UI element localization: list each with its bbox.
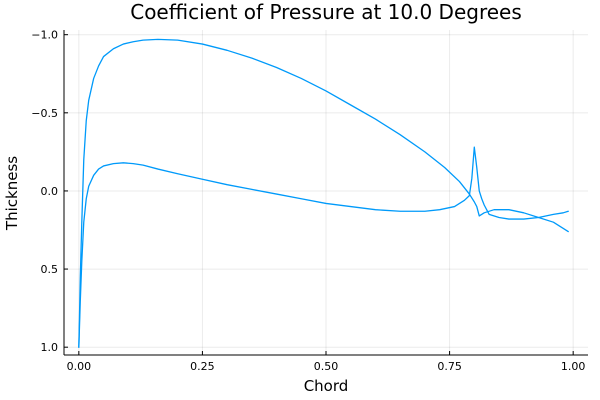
chart-title: Coefficient of Pressure at 10.0 Degrees bbox=[130, 0, 522, 24]
x-tick-label: 0.50 bbox=[314, 360, 339, 373]
series-layer bbox=[78, 38, 569, 348]
y-tick-label: −1.0 bbox=[31, 29, 58, 42]
x-tick-label: 0.75 bbox=[437, 360, 462, 373]
x-tick-label: 0.25 bbox=[190, 360, 215, 373]
series-line-2 bbox=[78, 146, 569, 348]
x-tick-label: 0.00 bbox=[67, 360, 92, 373]
x-axis-label: Chord bbox=[304, 377, 349, 395]
grid bbox=[64, 30, 588, 355]
x-tick-label: 1.00 bbox=[561, 360, 586, 373]
axes: 0.00 0.25 0.50 0.75 1.00 −1.0 −0.5 0.0 0.5 1.0 bbox=[31, 29, 588, 373]
y-tick-label: 0.0 bbox=[41, 185, 59, 198]
y-tick-label: −0.5 bbox=[31, 107, 58, 120]
y-axis-label: Thickness bbox=[3, 156, 21, 231]
y-tick-label: 0.5 bbox=[41, 263, 59, 276]
series-line-1 bbox=[78, 38, 569, 348]
y-tick-label: 1.0 bbox=[41, 341, 59, 354]
